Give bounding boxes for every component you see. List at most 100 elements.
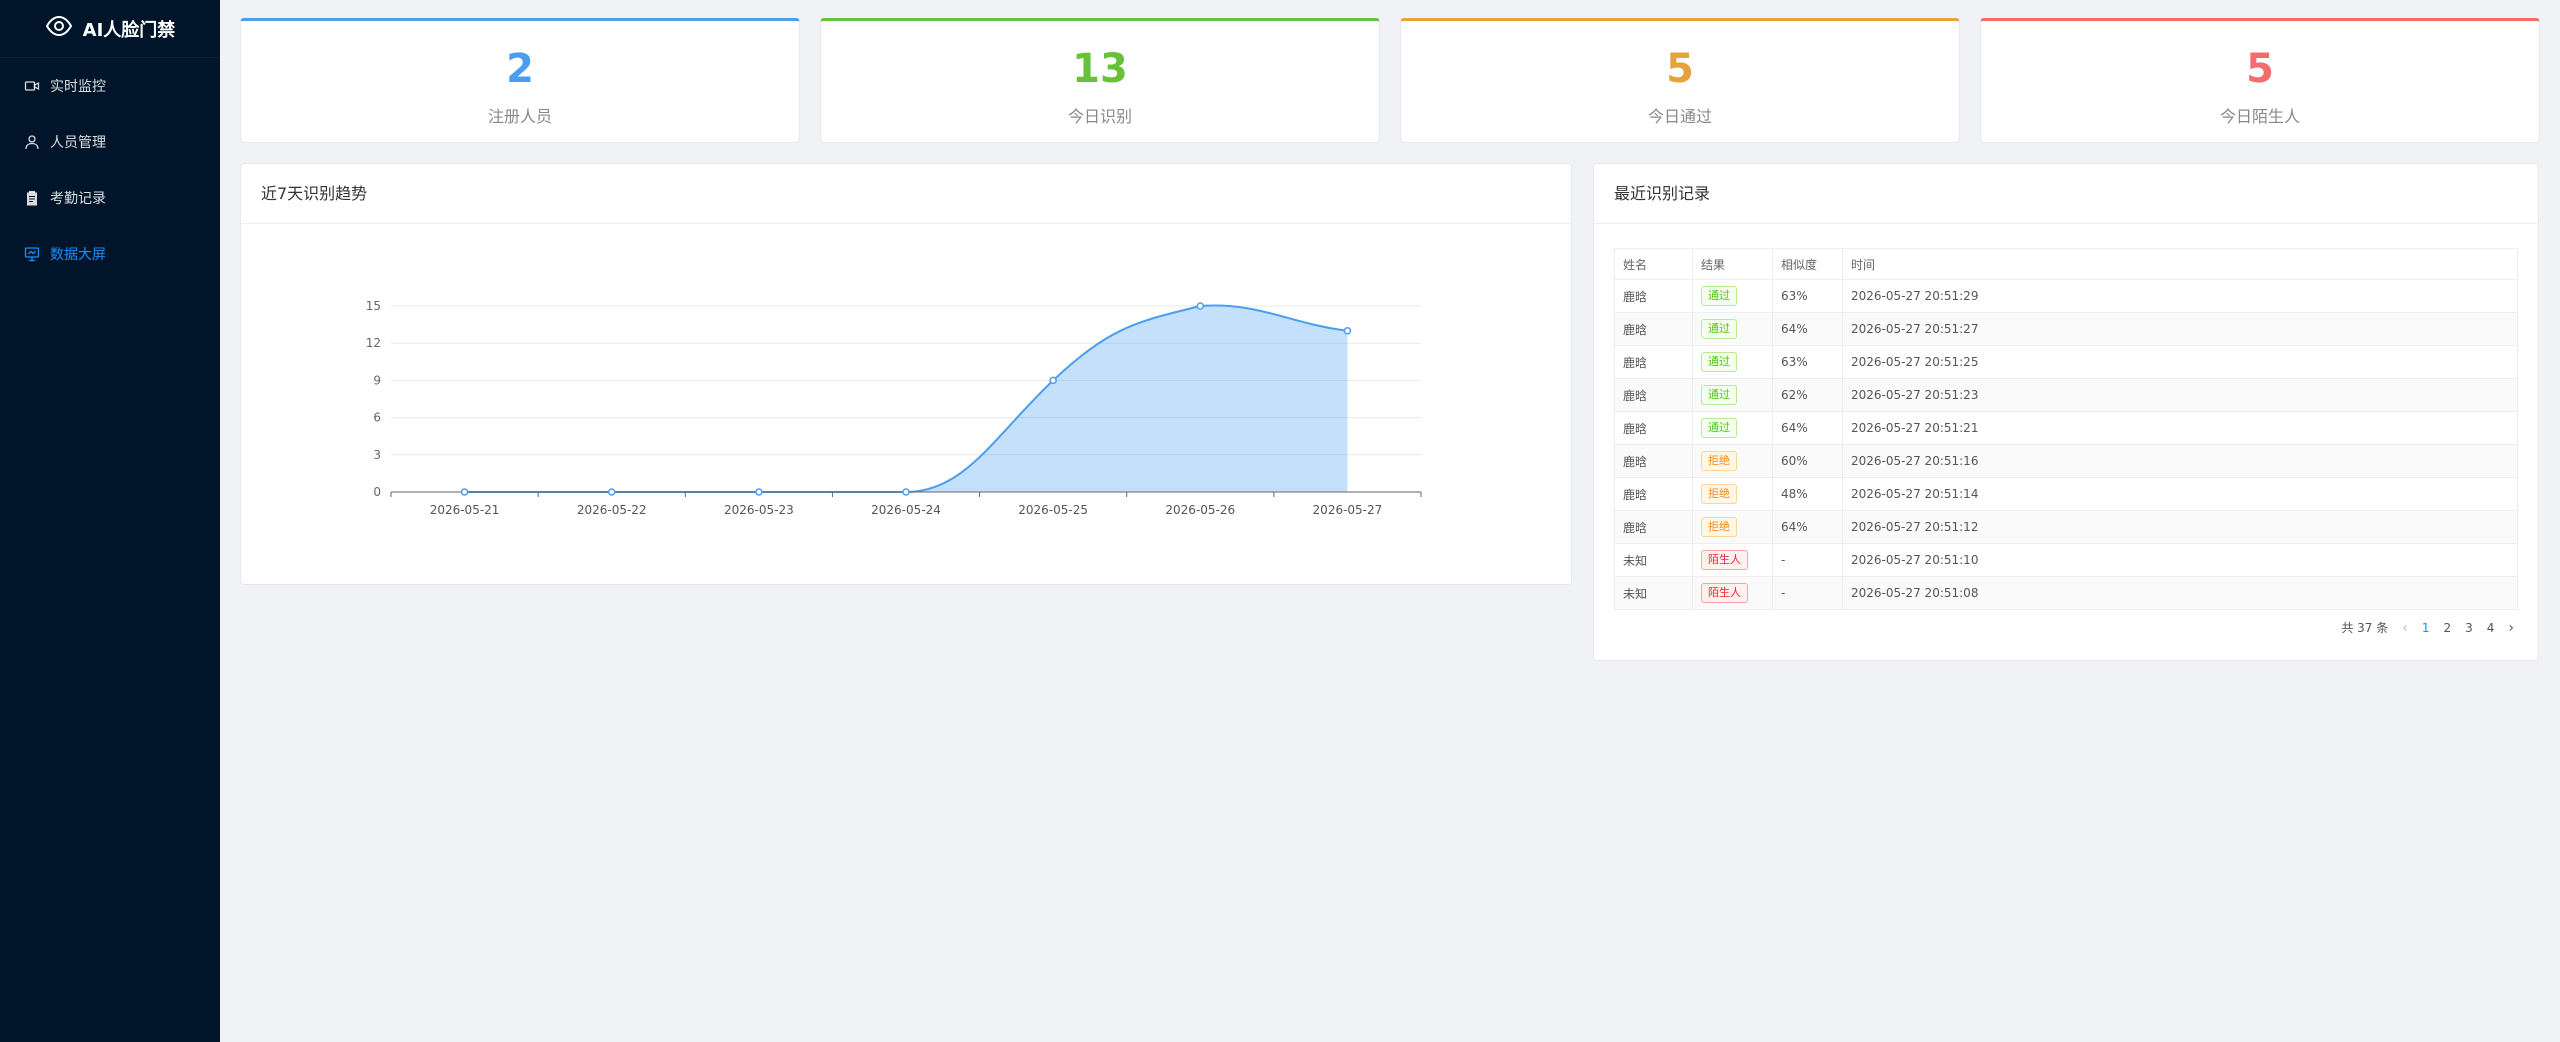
y-tick-label: 12	[366, 336, 381, 350]
cell-time: 2026-05-27 20:51:21	[1842, 411, 2518, 445]
cell-name: 鹿晗	[1614, 279, 1693, 313]
pagination-total: 共 37 条	[2341, 621, 2389, 635]
table-row[interactable]: 鹿晗 通过 63% 2026-05-27 20:51:29	[1614, 279, 2518, 313]
stat-value: 5	[2246, 46, 2274, 92]
trend-panel-title: 近7天识别趋势	[241, 164, 1571, 224]
sidebar-item-label: 人员管理	[50, 135, 106, 151]
data-point	[1196, 302, 1205, 310]
cell-result: 通过	[1692, 279, 1773, 313]
cell-time: 2026-05-27 20:51:10	[1842, 543, 2518, 577]
records-table: 姓名 结果 相似度 时间 鹿晗 通过 63% 2026-05-27 20:51:29 鹿…	[1614, 248, 2518, 610]
cell-name: 鹿晗	[1614, 378, 1693, 412]
result-tag: 通过	[1701, 286, 1737, 306]
cell-time: 2026-05-27 20:51:27	[1842, 312, 2518, 346]
cell-result: 通过	[1692, 312, 1773, 346]
cell-name: 鹿晗	[1614, 477, 1693, 511]
stat-card-1: 13 今日识别	[820, 18, 1380, 143]
cell-time: 2026-05-27 20:51:23	[1842, 378, 2518, 412]
records-table-body: 鹿晗 通过 63% 2026-05-27 20:51:29 鹿晗 通过 64% 2026-05…	[1614, 279, 2518, 610]
cell-time: 2026-05-27 20:51:14	[1842, 477, 2518, 511]
cell-similarity: 64%	[1772, 411, 1843, 445]
column-header-similarity: 相似度	[1772, 248, 1843, 280]
prev-page-icon[interactable]: ‹	[2402, 619, 2408, 636]
cell-similarity: 48%	[1772, 477, 1843, 511]
x-tick-label: 2026-05-22	[577, 503, 647, 517]
result-tag: 拒绝	[1701, 517, 1737, 537]
x-tick-label: 2026-05-27	[1313, 503, 1383, 517]
sidebar-item-0[interactable]: 实时监控	[0, 58, 220, 114]
table-row[interactable]: 鹿晗 通过 63% 2026-05-27 20:51:25	[1614, 345, 2518, 379]
next-page-icon[interactable]: ›	[2508, 619, 2514, 636]
cell-time: 2026-05-27 20:51:25	[1842, 345, 2518, 379]
cell-similarity: 64%	[1772, 510, 1843, 544]
x-tick-label: 2026-05-23	[724, 503, 794, 517]
result-tag: 陌生人	[1701, 583, 1748, 603]
page-number-4[interactable]: 4	[2486, 620, 2495, 635]
data-point	[1343, 327, 1352, 335]
sidebar-item-2[interactable]: 考勤记录	[0, 170, 220, 226]
column-header-name: 姓名	[1614, 248, 1693, 280]
table-row[interactable]: 鹿晗 通过 64% 2026-05-27 20:51:27	[1614, 312, 2518, 346]
cell-name: 未知	[1614, 576, 1693, 610]
result-tag: 通过	[1701, 418, 1737, 438]
y-tick-label: 9	[373, 373, 381, 387]
data-point	[902, 488, 910, 496]
dashboard-icon	[24, 246, 40, 262]
column-header-time: 时间	[1842, 248, 2518, 280]
sidebar-menu: 实时监控人员管理考勤记录 数据大屏	[0, 58, 220, 282]
cell-name: 鹿晗	[1614, 345, 1693, 379]
sidebar: AI人脸门禁 实时监控人员管理考勤记录 数据大屏	[0, 0, 220, 1042]
cell-name: 鹿晗	[1614, 444, 1693, 478]
x-tick-label: 2026-05-25	[1018, 503, 1088, 517]
table-row[interactable]: 未知 陌生人 -2026-05-27 20:51:08	[1614, 576, 2518, 610]
video-icon	[24, 78, 40, 94]
result-tag: 通过	[1701, 385, 1737, 405]
stat-value: 13	[1072, 46, 1128, 92]
result-tag: 陌生人	[1701, 550, 1748, 570]
y-tick-label: 0	[373, 485, 381, 499]
page-number-3[interactable]: 3	[2465, 620, 2473, 635]
result-tag: 通过	[1701, 319, 1737, 339]
sidebar-item-1[interactable]: 人员管理	[0, 114, 220, 170]
cell-result: 陌生人	[1692, 543, 1773, 577]
table-row[interactable]: 鹿晗 通过 62% 2026-05-27 20:51:23	[1614, 378, 2518, 412]
sidebar-item-3[interactable]: 数据大屏	[0, 226, 220, 282]
cell-result: 拒绝	[1692, 477, 1773, 511]
stat-card-3: 5 今日陌生人	[1980, 18, 2540, 143]
result-tag: 拒绝	[1701, 451, 1737, 471]
result-tag: 拒绝	[1701, 484, 1737, 504]
data-point	[460, 488, 469, 496]
records-panel-title: 最近识别记录	[1594, 164, 2538, 224]
cell-name: 鹿晗	[1614, 312, 1693, 346]
cell-result: 拒绝	[1692, 510, 1773, 544]
table-row[interactable]: 鹿晗 拒绝 64% 2026-05-27 20:51:12	[1614, 510, 2518, 544]
x-tick-label: 2026-05-26	[1165, 503, 1235, 517]
app-title: AI人脸门禁	[82, 19, 176, 41]
table-row[interactable]: 鹿晗 拒绝 60% 2026-05-27 20:51:16	[1614, 444, 2518, 478]
table-row[interactable]: 鹿晗 通过 64% 2026-05-27 20:51:21	[1614, 411, 2518, 445]
eye-icon	[45, 12, 73, 45]
cell-similarity: 60%	[1772, 444, 1843, 478]
user-icon	[24, 134, 40, 150]
cell-time: 2026-05-27 20:51:29	[1842, 279, 2518, 313]
app-logo: AI人脸门禁	[0, 0, 220, 58]
page-number-1[interactable]: 1	[2421, 620, 2430, 635]
page-number-2[interactable]: 2	[2443, 620, 2452, 635]
data-point	[755, 488, 763, 496]
cell-similarity: 62%	[1772, 378, 1843, 412]
cell-similarity: 63%	[1772, 345, 1843, 379]
stat-card-0: 2 注册人员	[240, 18, 800, 143]
column-header-result: 结果	[1692, 248, 1773, 280]
cell-result: 通过	[1692, 411, 1773, 445]
table-row[interactable]: 鹿晗 拒绝 48% 2026-05-27 20:51:14	[1614, 477, 2518, 511]
y-tick-label: 15	[366, 299, 381, 313]
result-tag: 通过	[1701, 352, 1737, 372]
records-panel: 最近识别记录 姓名 结果 相似度 时间 鹿晗 通过 63% 2026-05-27 20…	[1593, 163, 2539, 661]
table-row[interactable]: 未知 陌生人 -2026-05-27 20:51:10	[1614, 543, 2518, 577]
series-area	[464, 305, 1348, 492]
clipboard-icon	[24, 190, 40, 206]
trend-chart: 0 3 6 9 12 15 2026-05-21 2026-05-22 2026-05-23 20…	[366, 299, 1422, 517]
trend-panel: 近7天识别趋势 0 3 6 9 12 15 2026-05-21 2026-05-22 2026…	[240, 163, 1572, 585]
y-tick-label: 3	[373, 448, 381, 462]
